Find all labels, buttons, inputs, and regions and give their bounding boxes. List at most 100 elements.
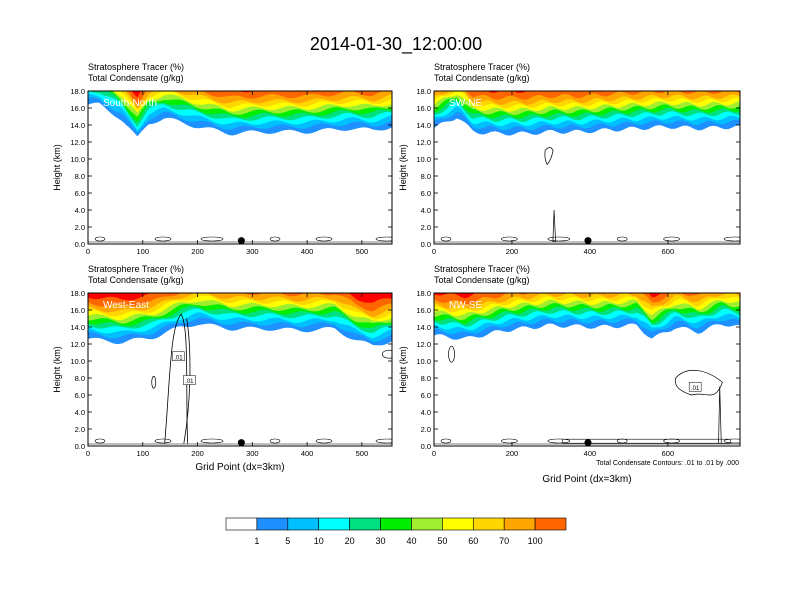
- condensate-contour: [200, 438, 224, 444]
- tracer-field: .01: [434, 293, 740, 446]
- y-tick-label: 6.0: [75, 391, 85, 400]
- condensate-contour: [164, 313, 189, 444]
- panel-sw-ne: Stratosphere Tracer (%)Total Condensate …: [398, 62, 741, 256]
- condensate-contour: [448, 345, 455, 363]
- panel-nw-se: Stratosphere Tracer (%)Total Condensate …: [398, 264, 741, 458]
- y-tick-label: 16.0: [416, 306, 431, 315]
- plot-frame: [433, 292, 741, 447]
- y-tick-label: 2.0: [421, 425, 431, 434]
- y-tick-label: 16.0: [70, 306, 85, 315]
- x-tick-label: 0: [432, 449, 436, 458]
- x-tick-label: 400: [584, 247, 597, 256]
- y-tick-label: 18.0: [416, 289, 431, 298]
- y-tick-label: 10.0: [416, 357, 431, 366]
- colorbar-box: [225, 517, 258, 531]
- x-tick-label: 400: [301, 247, 314, 256]
- panel-title-line: Stratosphere Tracer (%): [434, 62, 530, 72]
- panel-title-line: Stratosphere Tracer (%): [88, 62, 184, 72]
- y-tick-label: 6.0: [421, 391, 431, 400]
- condensate-contour: [94, 236, 106, 242]
- contour-label: .01: [691, 386, 700, 392]
- colorbar: 1 5 10 20 30 40 50 60 70 100: [225, 517, 567, 546]
- condensate-contour: [151, 375, 157, 389]
- x-tick-label: 600: [662, 247, 675, 256]
- condensate-contour: [375, 438, 392, 444]
- y-tick-label: 18.0: [70, 289, 85, 298]
- condensate-contour: [183, 318, 191, 444]
- x-tick-label: 500: [356, 449, 369, 458]
- y-tick-label: 0.0: [75, 240, 85, 249]
- condensate-contour: [552, 209, 556, 242]
- y-tick-label: 12.0: [70, 138, 85, 147]
- colorbar-label: 20: [345, 536, 355, 546]
- x-tick-label: 200: [191, 449, 204, 458]
- y-tick-label: 4.0: [75, 206, 85, 215]
- panel-title-line: Total Condensate (g/kg): [88, 275, 184, 285]
- y-tick-label: 0.0: [421, 442, 431, 451]
- contour-label-box: [172, 351, 185, 361]
- contour-note: Total Condensate Contours: .01 to .01 by…: [596, 460, 739, 467]
- condensate-contour: [200, 236, 224, 242]
- colorbar-label: 40: [406, 536, 416, 546]
- y-axis-label: Height (km): [52, 346, 62, 393]
- y-axis-label: Height (km): [398, 346, 408, 393]
- colorbar-label: 5: [285, 536, 290, 546]
- location-marker: [584, 439, 592, 447]
- y-tick-label: 10.0: [70, 155, 85, 164]
- y-tick-label: 18.0: [416, 87, 431, 96]
- y-tick-label: 14.0: [70, 121, 85, 130]
- condensate-contour: [381, 349, 392, 359]
- condensate-contour: [674, 370, 723, 396]
- colorbar-box: [380, 517, 412, 531]
- condensate-contour: [547, 438, 571, 444]
- panel-label: South-North: [103, 98, 157, 109]
- main-title: 2014-01-30_12:00:00: [310, 34, 482, 55]
- condensate-contour: [269, 438, 281, 444]
- tracer-field: .01 .01: [88, 293, 392, 446]
- colorbar-box: [503, 517, 536, 531]
- y-tick-label: 2.0: [75, 425, 85, 434]
- colorbar-label: 70: [499, 536, 509, 546]
- colorbar-box: [287, 517, 320, 531]
- panel-title-line: Stratosphere Tracer (%): [434, 264, 530, 274]
- y-tick-label: 4.0: [421, 206, 431, 215]
- condensate-contour: [440, 438, 452, 444]
- y-tick-label: 6.0: [421, 189, 431, 198]
- y-tick-label: 14.0: [416, 323, 431, 332]
- tracer-band: [434, 293, 740, 305]
- panel-title-line: Stratosphere Tracer (%): [88, 264, 184, 274]
- condensate-contour: [547, 236, 571, 242]
- location-marker: [584, 237, 592, 245]
- tracer-band: [88, 293, 392, 318]
- plot-frame: [87, 90, 393, 245]
- condensate-contour: [663, 236, 680, 242]
- x-tick-label: 0: [86, 449, 90, 458]
- tracer-band: [434, 293, 661, 299]
- colorbar-box: [442, 517, 474, 531]
- condensate-contour: [718, 386, 722, 444]
- x-tick-label: 100: [137, 247, 150, 256]
- y-tick-label: 0.0: [421, 240, 431, 249]
- colorbar-box: [256, 517, 289, 531]
- y-tick-label: 2.0: [75, 223, 85, 232]
- colorbar-box: [534, 517, 567, 531]
- x-tick-label: 0: [432, 247, 436, 256]
- condensate-contour: [154, 236, 172, 242]
- y-tick-label: 16.0: [416, 104, 431, 113]
- condensate-contour: [544, 147, 554, 166]
- condensate-contour: [501, 438, 518, 444]
- location-marker: [237, 439, 245, 447]
- contour-label: .01: [185, 379, 194, 385]
- panel-label: West-East: [103, 300, 149, 311]
- panel-south-north: Stratosphere Tracer (%)Total Condensate …: [52, 62, 393, 256]
- x-tick-label: 200: [191, 247, 204, 256]
- y-tick-label: 18.0: [70, 87, 85, 96]
- location-marker: [237, 237, 245, 245]
- panel-title-line: Total Condensate (g/kg): [88, 73, 184, 83]
- x-tick-label: 600: [662, 449, 675, 458]
- y-tick-label: 12.0: [70, 340, 85, 349]
- condensate-contour: [616, 236, 628, 242]
- y-tick-label: 8.0: [75, 172, 85, 181]
- x-axis-title-right: Grid Point (dx=3km): [542, 474, 631, 485]
